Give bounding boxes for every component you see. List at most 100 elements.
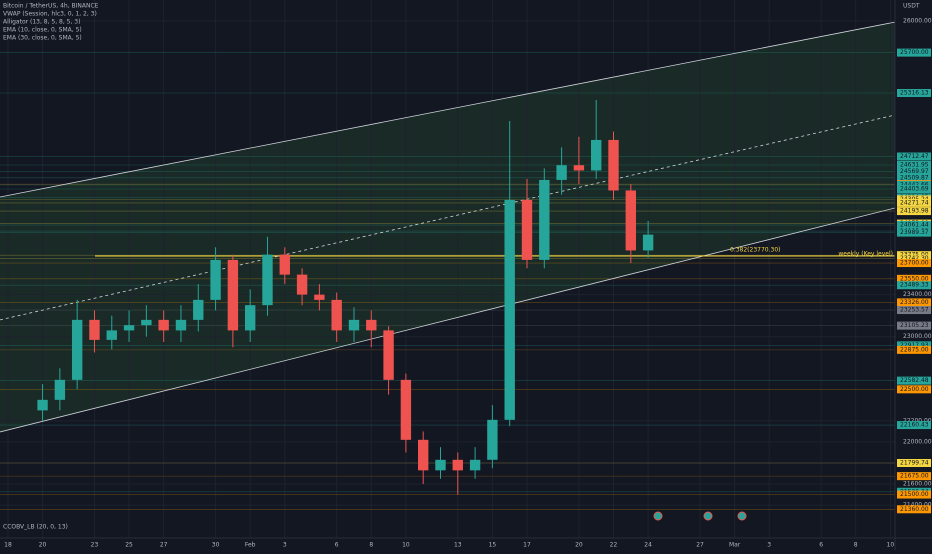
price-label-box	[897, 152, 931, 161]
candle-body	[521, 199, 533, 260]
event-icon[interactable]	[737, 511, 747, 521]
candle-body	[383, 330, 394, 380]
candle-body	[625, 190, 636, 251]
event-icon[interactable]	[703, 511, 713, 521]
candle-body	[556, 165, 567, 180]
candle-body	[608, 139, 619, 191]
x-tick-label: 3	[283, 542, 287, 549]
price-label-box	[897, 341, 931, 350]
x-tick-label: 18	[4, 542, 12, 549]
x-tick-label: 25	[125, 542, 133, 549]
price-label-box	[897, 274, 931, 283]
price-label-box	[897, 472, 931, 481]
price-label-box	[897, 505, 931, 514]
price-label-box	[897, 345, 931, 354]
candle-body	[54, 379, 66, 400]
indicator-label: VWAP (Session, hlc3, 0, 1, 2, 3)	[3, 11, 97, 18]
price-label-box	[897, 173, 931, 182]
candle-body	[123, 325, 135, 331]
price-label-box	[897, 180, 931, 189]
channel-line	[0, 207, 896, 433]
candle-body	[487, 419, 498, 460]
channel-line	[0, 21, 896, 198]
price-label: 22917.93	[900, 342, 929, 349]
candle-body	[244, 305, 256, 331]
x-tick-label: 20	[575, 542, 583, 549]
price-label: 21360.00	[900, 506, 929, 513]
candle-body	[366, 319, 377, 331]
y-tick-label: 21600.00	[903, 481, 932, 488]
price-label-box	[897, 254, 931, 263]
candle-body	[331, 299, 342, 331]
candle-body	[141, 319, 152, 326]
y-tick-label: 22000.00	[903, 438, 932, 445]
event-icon[interactable]	[653, 511, 663, 521]
price-label: 23489.33	[900, 282, 929, 289]
y-tick-label: 23000.00	[903, 333, 932, 340]
x-tick-label: 23	[91, 542, 99, 549]
candle-body	[642, 234, 654, 251]
x-tick-label: 22	[610, 542, 618, 549]
candle-body	[210, 259, 221, 300]
price-label: 23742.30	[900, 255, 929, 262]
chart-title: Bitcoin / TetherUS, 4h, BINANCE	[3, 3, 99, 10]
currency-label: USDT	[903, 3, 920, 10]
candle-body	[296, 274, 308, 295]
price-label-box	[897, 207, 931, 216]
key-level-label: weekly (Key level)	[838, 251, 893, 258]
price-label-box	[897, 490, 931, 499]
x-tick-label: Mar	[729, 542, 741, 549]
price-label: 24061.44	[900, 222, 929, 229]
candle-body	[400, 379, 412, 440]
x-tick-label: 15	[489, 542, 497, 549]
indicator-label: EMA (10, close, 0, SMA, 5)	[3, 27, 82, 34]
price-label: 22875.00	[900, 346, 929, 353]
x-tick-label: Feb	[245, 542, 256, 549]
price-label: 22582.48	[900, 377, 929, 384]
price-label-box	[897, 198, 931, 207]
price-label: 23550.00	[900, 275, 929, 282]
x-tick-label: 10	[887, 542, 895, 549]
x-tick-label: 20	[39, 542, 47, 549]
candle-body	[452, 459, 463, 471]
price-label: 23989.37	[900, 229, 929, 236]
price-label: 24403.69	[900, 186, 929, 193]
price-label-box	[897, 421, 931, 430]
price-label-box	[897, 228, 931, 237]
price-label: 22500.00	[900, 386, 929, 393]
price-labels: 25700.00 25316.13 24712.4724631.9524569.97…	[897, 48, 931, 514]
price-label: 23253.57	[900, 307, 929, 314]
candle-body	[193, 299, 204, 320]
price-label: 24193.98	[900, 208, 929, 215]
candle-body	[175, 319, 187, 331]
x-tick-label: 30	[212, 542, 220, 549]
price-label-box	[897, 259, 931, 268]
price-label-box	[897, 306, 931, 315]
lower-indicator-label: CCOBV_LB (20, 0, 13)	[3, 524, 68, 531]
price-label-box	[897, 48, 931, 57]
x-tick-label: 6	[819, 542, 823, 549]
candle-body	[71, 319, 83, 380]
fib-label: 0.382(23770.30)	[730, 247, 781, 254]
candle-body	[573, 165, 585, 171]
price-label: 24442.66	[900, 181, 929, 188]
price-label: 23326.00	[900, 299, 929, 306]
price-label: 23700.00	[900, 260, 929, 267]
price-label-box	[897, 167, 931, 176]
candle-body	[279, 254, 290, 275]
price-label-box	[897, 298, 931, 307]
candle-body	[314, 294, 325, 300]
price-label: 23105.23	[900, 322, 929, 329]
price-label: 21675.00	[900, 473, 929, 480]
candle-body	[418, 439, 429, 471]
price-label-box	[897, 459, 931, 468]
y-tick-label: 22200.00	[903, 417, 932, 424]
price-label-box	[897, 385, 931, 394]
price-label-box	[897, 89, 931, 98]
price-label-box	[897, 376, 931, 385]
price-label-box	[897, 185, 931, 194]
x-tick-label: 3	[767, 542, 771, 549]
price-label: 24509.87	[900, 174, 929, 181]
